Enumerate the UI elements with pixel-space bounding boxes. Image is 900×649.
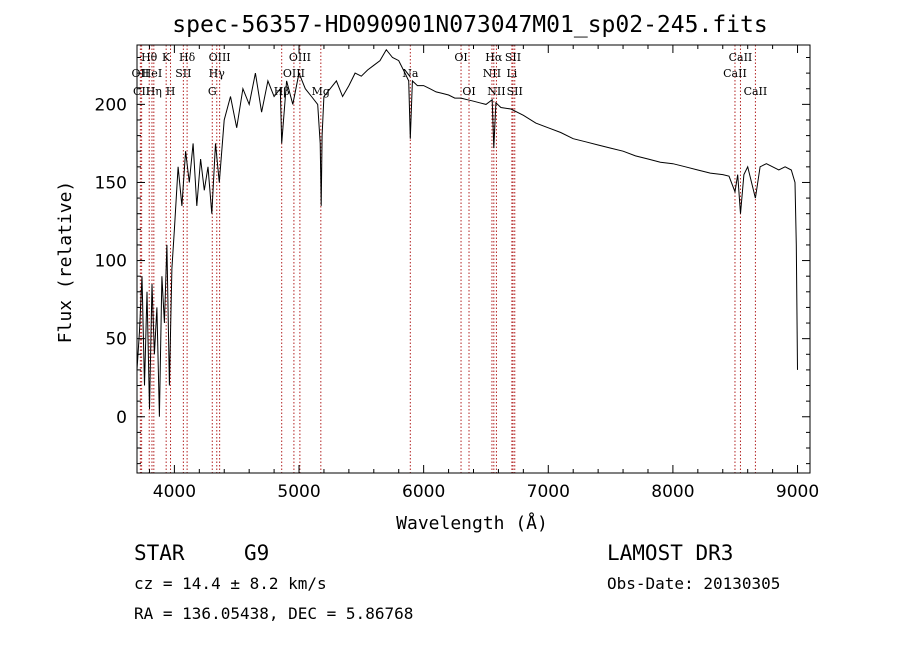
spectral-line-label-3: HeI (142, 67, 162, 80)
spectral-line-label-8: Hδ (179, 51, 196, 64)
x-tick-label-4: 8000 (651, 482, 694, 502)
x-axis-label: Wavelength (Å) (396, 512, 548, 534)
spectral-line-label-27: CaII (744, 85, 768, 98)
spectral-line-label-20: NII (483, 67, 501, 80)
spectral-line-label-23: Li (506, 67, 517, 80)
spectral-line-label-7: SII (175, 67, 191, 80)
chart-title: spec-56357-HD090901N073047M01_sp02-245.f… (172, 12, 767, 38)
x-tick-label-2: 6000 (402, 482, 445, 502)
spectral-line-label-11: G (208, 85, 217, 98)
plot-frame (136, 44, 811, 474)
object-class: STAR (134, 541, 185, 565)
spectral-line-label-19: Hα (485, 51, 503, 64)
spectral-line-label-21: NII (487, 85, 505, 98)
spectral-line-label-5: K (162, 51, 171, 64)
spectral-line-label-9: OIII (209, 51, 231, 64)
y-tick-label-1: 50 (105, 330, 127, 350)
spectral-line-label-6: H (166, 85, 176, 98)
coordinates: RA = 136.05438, DEC = 5.86768 (134, 604, 413, 623)
spectral-line-label-18: OI (462, 85, 475, 98)
spectral-line-label-17: OI (454, 51, 467, 64)
redshift-cz: cz = 14.4 ± 8.2 km/s (134, 574, 327, 593)
spectral-line-label-10: Hγ (209, 67, 226, 80)
spectral-line-label-25: CaII (729, 51, 753, 64)
object-subclass: G9 (244, 541, 269, 565)
observation-date: Obs-Date: 20130305 (607, 574, 780, 593)
spectral-line-label-22: SII (505, 51, 521, 64)
y-tick-label-0: 0 (116, 408, 127, 428)
flux-series-line (136, 48, 798, 417)
spectral-line-markers (139, 45, 756, 473)
spectral-line-label-24: SII (507, 85, 523, 98)
x-tick-label-0: 4000 (153, 482, 196, 502)
y-tick-label-4: 200 (95, 95, 127, 115)
spectral-line-label-4: Hη (146, 85, 162, 98)
y-axis-label: Flux (relative) (55, 181, 76, 344)
spectral-line-label-13: OIII (283, 67, 305, 80)
survey-name: LAMOST DR3 (607, 541, 733, 565)
spectral-line-label-15: Mg (312, 85, 330, 98)
axis-ticks: 4000 5000 6000 7000 8000 9000 0 50 100 150 200 (95, 45, 819, 502)
x-tick-label-1: 5000 (277, 482, 320, 502)
y-tick-label-3: 150 (95, 173, 127, 193)
x-tick-label-3: 7000 (527, 482, 570, 502)
spectral-line-label-12: OIII (289, 51, 311, 64)
y-tick-label-2: 100 (95, 252, 127, 272)
x-tick-label-5: 9000 (776, 482, 819, 502)
spectral-line-label-26: CaII (723, 67, 747, 80)
spectral-line-label-0: Hθ (141, 51, 158, 64)
spectral-line-label-14: Hβ (274, 85, 290, 98)
